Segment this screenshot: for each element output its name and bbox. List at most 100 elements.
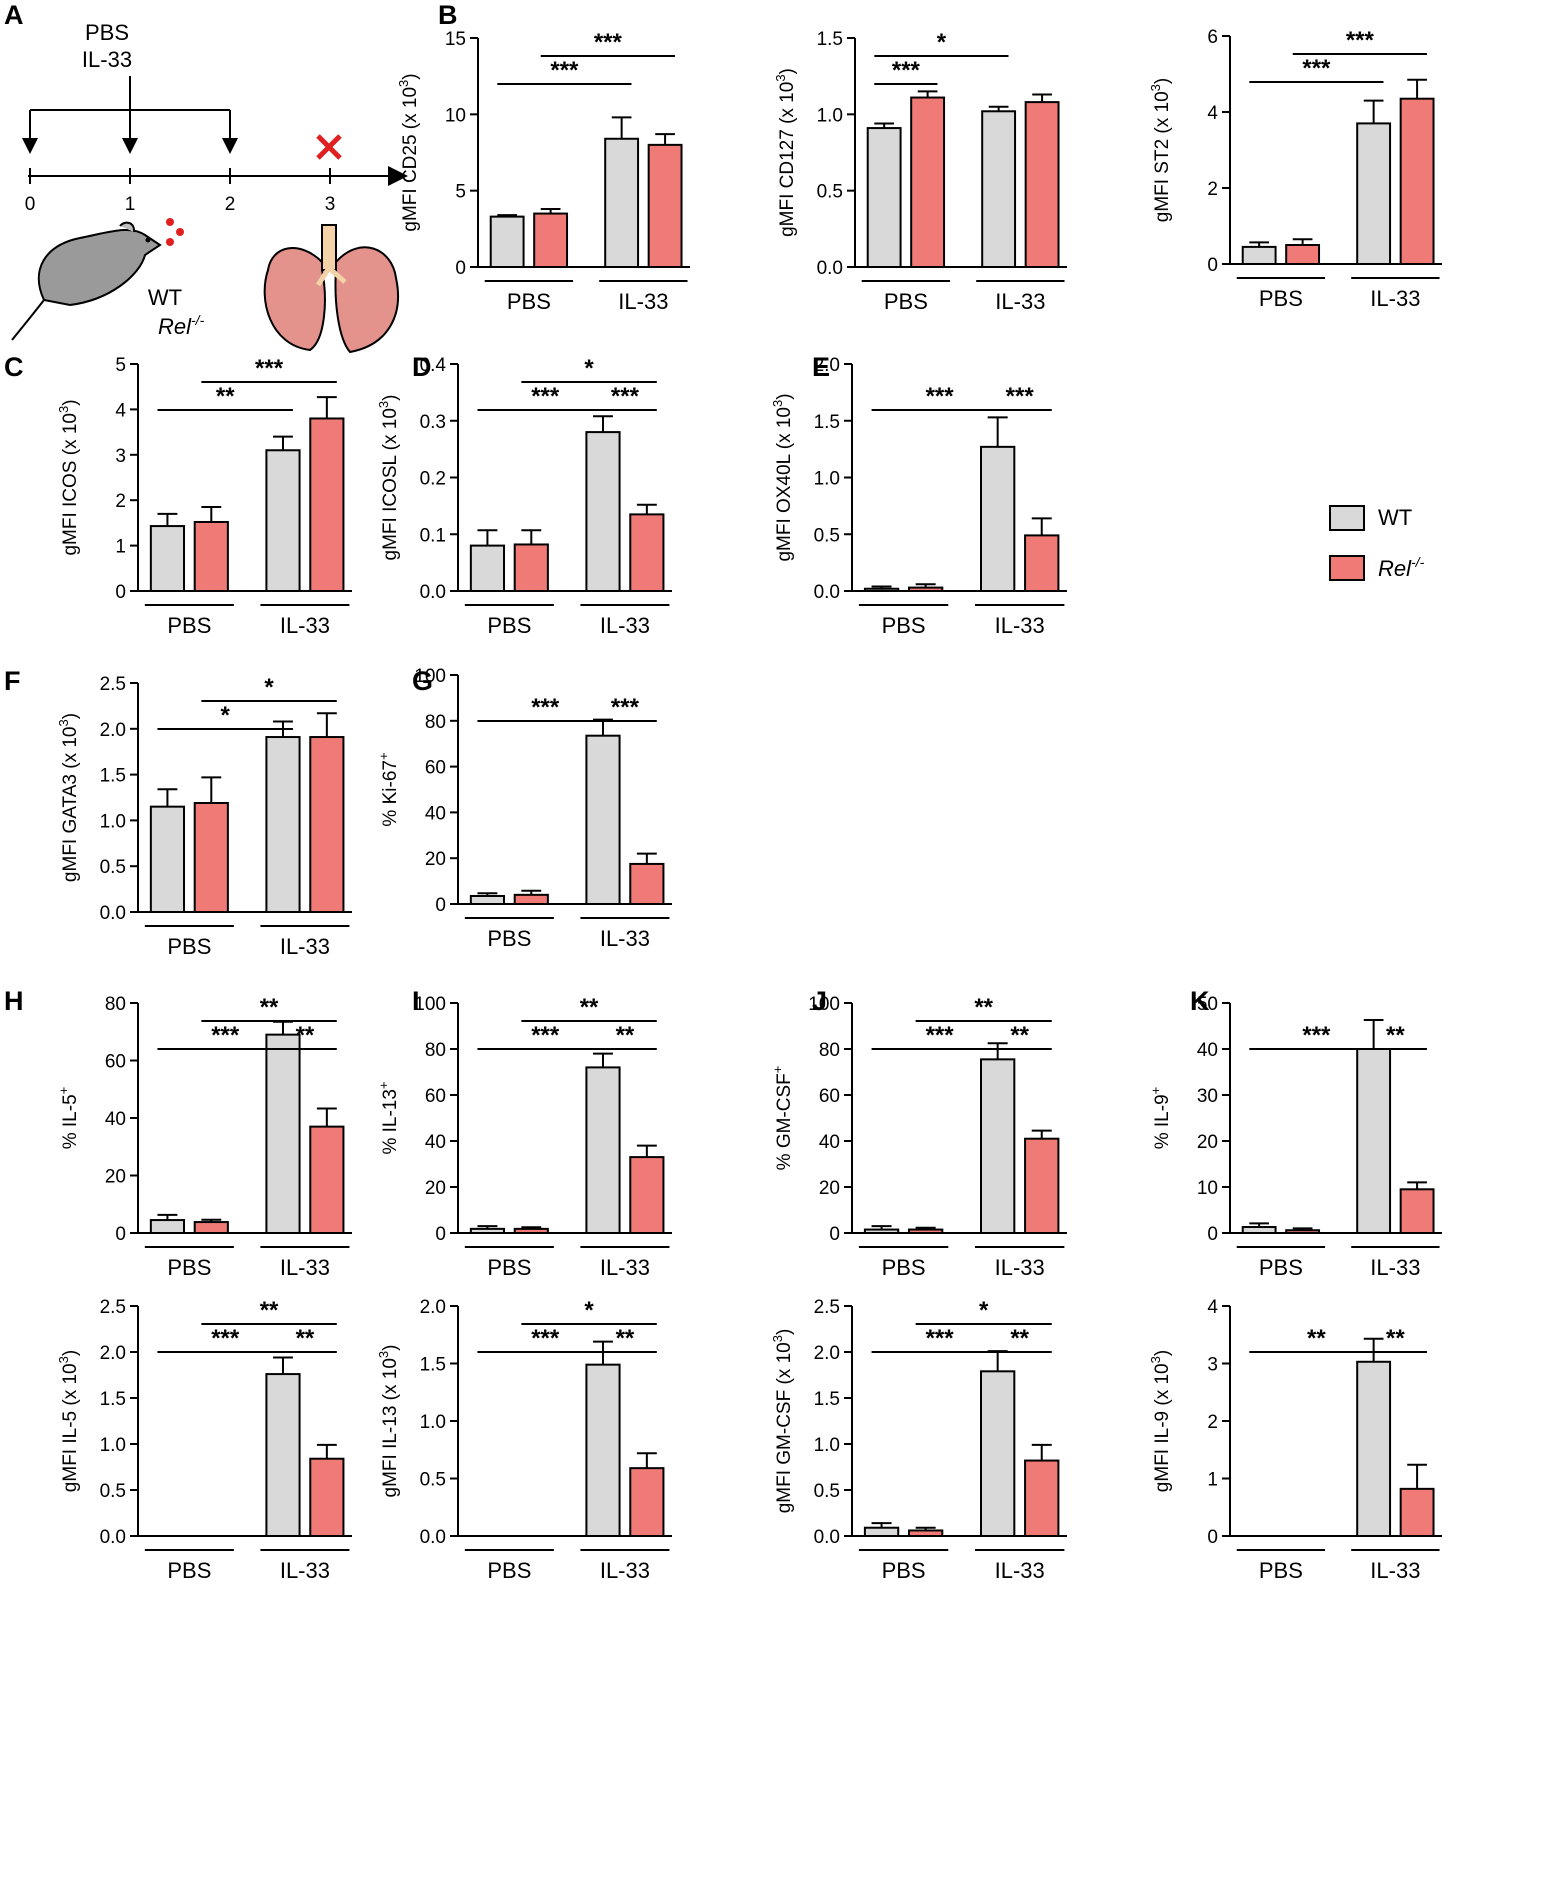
panel-label-j: J (812, 986, 827, 1016)
y-tick-label: 0.5 (100, 857, 126, 878)
y-tick-label: 6 (1207, 27, 1218, 48)
schematic-panel-a: A PBS IL-33 0 1 2 3 (4, 0, 408, 354)
bar-rel-il33 (1024, 101, 1060, 269)
treatment-label-il33: IL-33 (82, 47, 132, 72)
significance-label: *** (1346, 27, 1375, 54)
bar-rel-il33 (1024, 1459, 1060, 1538)
y-axis-label: % GM-CSF+ (770, 1066, 795, 1171)
y-tick-label: 1.0 (814, 469, 840, 490)
mouse-label-ko: Rel-/- (158, 312, 205, 339)
y-tick-label: 40 (425, 803, 446, 824)
group-label-pbs: PBS (1259, 286, 1303, 311)
bar-rel-pbs (533, 212, 569, 268)
y-tick-label: 0 (1207, 255, 1218, 276)
chart-j2: 0.0 0.5 1.0 1.5 2.0 2.5 gMFI GM-CSF (x 103) PBS… (770, 1297, 1067, 1583)
y-tick-label: 80 (819, 1040, 840, 1061)
bar-rel-pbs (910, 96, 946, 269)
significance-label: *** (926, 1022, 955, 1049)
y-tick-label: 0.0 (420, 582, 446, 603)
bar-wt-il33 (980, 1370, 1016, 1537)
bar-rel-pbs (193, 801, 229, 913)
mouse-label-wt: WT (148, 285, 182, 310)
y-tick-label: 1.0 (100, 1435, 126, 1456)
bar-wt-il33 (980, 1058, 1016, 1234)
y-tick-label: 2.5 (100, 1297, 126, 1318)
group-label-il33: IL-33 (1370, 1558, 1420, 1583)
chart-d: D 0.0 0.1 0.2 0.3 0.4 gMFI ICOSL (x 103) PBS IL-… (376, 352, 672, 638)
significance-label: ** (1307, 1325, 1326, 1352)
bar-rel-il33 (309, 736, 345, 913)
dosing-arrows (22, 76, 238, 154)
legend-swatch-wt (1329, 505, 1365, 531)
y-axis-label-text: gMFI OX40L (x 10 (774, 407, 795, 562)
bar-wt-il33 (265, 736, 301, 913)
significance-label: *** (611, 383, 640, 410)
bar-wt-il33 (265, 449, 301, 593)
significance-label: ** (260, 994, 279, 1021)
bar-wt-pbs (1241, 245, 1277, 265)
y-axis-label: gMFI IL-13 (x 103) (376, 1345, 401, 1498)
y-tick-label: 0.0 (814, 1527, 840, 1548)
bar-rel-pbs (513, 1227, 549, 1234)
y-axis-label-text: % GM-CSF (774, 1073, 795, 1170)
cross-icon (316, 134, 342, 160)
group-label-pbs: PBS (882, 1558, 926, 1583)
y-axis-label: gMFI GM-CSF (x 103) (770, 1329, 795, 1514)
y-tick-label: 2.5 (814, 1297, 840, 1318)
y-axis-label-sup: 3 (56, 719, 71, 726)
bar-wt-il33 (1356, 1360, 1392, 1538)
significance-label: *** (1302, 1022, 1331, 1049)
group-label-pbs: PBS (1259, 1558, 1303, 1583)
group-label-pbs: PBS (507, 289, 551, 314)
y-tick-label: 2 (1207, 179, 1218, 200)
group-label-il33: IL-33 (995, 1255, 1045, 1280)
y-tick-label: 0.5 (100, 1481, 126, 1502)
bar-wt-il33 (585, 1363, 621, 1538)
group-label-pbs: PBS (167, 934, 211, 959)
y-axis-label: gMFI ST2 (x 103) (1148, 78, 1173, 222)
y-tick-label: 30 (1197, 1086, 1218, 1107)
y-tick-label: 0.2 (420, 469, 446, 490)
significance-label: *** (892, 57, 921, 84)
significance-label: *** (1006, 383, 1035, 410)
day-label-2: 2 (225, 194, 236, 215)
bar-rel-pbs (907, 1529, 944, 1537)
y-tick-label: 60 (425, 1086, 446, 1107)
y-axis-label-end: ) (774, 393, 795, 399)
legend-label-rel: Rel-/- (1378, 554, 1425, 581)
y-tick-label: 60 (105, 1052, 126, 1073)
y-tick-label: 2.0 (814, 355, 840, 376)
group-label-il33: IL-33 (600, 926, 650, 951)
group-label-pbs: PBS (487, 1558, 531, 1583)
legend-label-rel-base: Rel (1378, 556, 1412, 581)
significance-label: * (584, 1297, 594, 1324)
panel-label-h: H (4, 986, 24, 1016)
bar-rel-pbs (193, 520, 229, 593)
y-axis-label-end: ) (60, 1350, 81, 1356)
significance-label: ** (296, 1022, 315, 1049)
y-tick-label: 100 (414, 666, 446, 687)
y-axis-label-text: % Ki-67 (380, 760, 401, 827)
y-axis-label-end: ) (380, 1345, 401, 1351)
bar-rel-il33 (629, 1156, 665, 1234)
y-tick-label: 1.0 (817, 105, 843, 126)
y-axis-label: gMFI ICOS (x 103) (56, 399, 81, 555)
y-axis-label-text: gMFI ST2 (x 10 (1152, 91, 1173, 222)
bar-wt-il33 (1356, 122, 1392, 266)
significance-label: *** (531, 1325, 560, 1352)
bar-wt-pbs (489, 215, 525, 268)
y-axis-label-end: ) (777, 68, 798, 74)
bar-wt-pbs (863, 587, 900, 592)
significance-label: * (221, 702, 231, 729)
y-axis-label-sup: 3 (770, 400, 785, 407)
significance-label: *** (611, 694, 640, 721)
group-label-il33: IL-33 (618, 289, 668, 314)
group-label-il33: IL-33 (1370, 1255, 1420, 1280)
group-label-il33: IL-33 (280, 613, 330, 638)
treatment-label-pbs: PBS (85, 20, 129, 45)
timeline-axis: 0 1 2 3 (25, 166, 408, 215)
group-label-il33: IL-33 (280, 1558, 330, 1583)
